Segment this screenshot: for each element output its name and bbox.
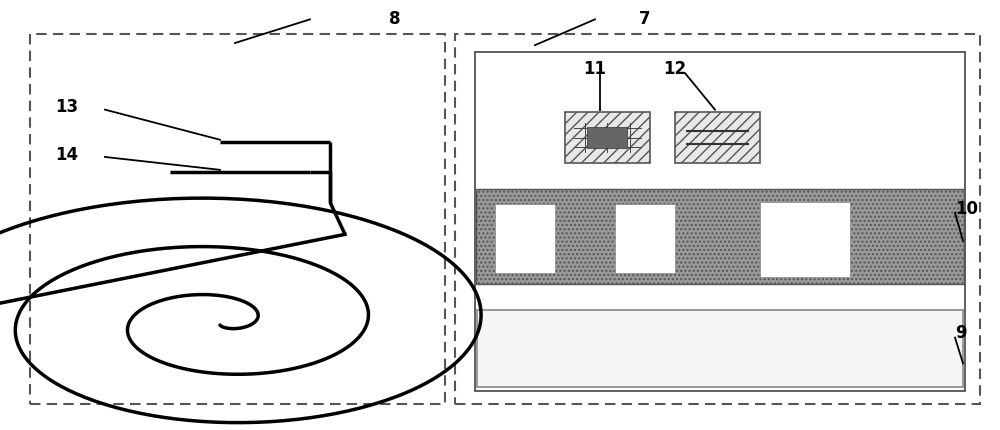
- Bar: [476, 189, 964, 284]
- Bar: [30, 34, 445, 404]
- Text: 9: 9: [955, 324, 967, 342]
- Bar: [475, 52, 965, 391]
- Text: 11: 11: [584, 60, 606, 78]
- Text: 7: 7: [639, 10, 651, 28]
- Bar: [760, 202, 850, 277]
- Bar: [477, 310, 963, 387]
- Text: 8: 8: [389, 10, 401, 28]
- Bar: [455, 34, 980, 404]
- Bar: [565, 112, 650, 163]
- Text: 14: 14: [55, 146, 78, 164]
- Bar: [615, 204, 675, 273]
- Text: 10: 10: [955, 200, 978, 218]
- Bar: [675, 112, 760, 163]
- Bar: [587, 127, 628, 148]
- Text: 12: 12: [663, 60, 687, 78]
- Text: 13: 13: [55, 98, 78, 117]
- Bar: [495, 204, 555, 273]
